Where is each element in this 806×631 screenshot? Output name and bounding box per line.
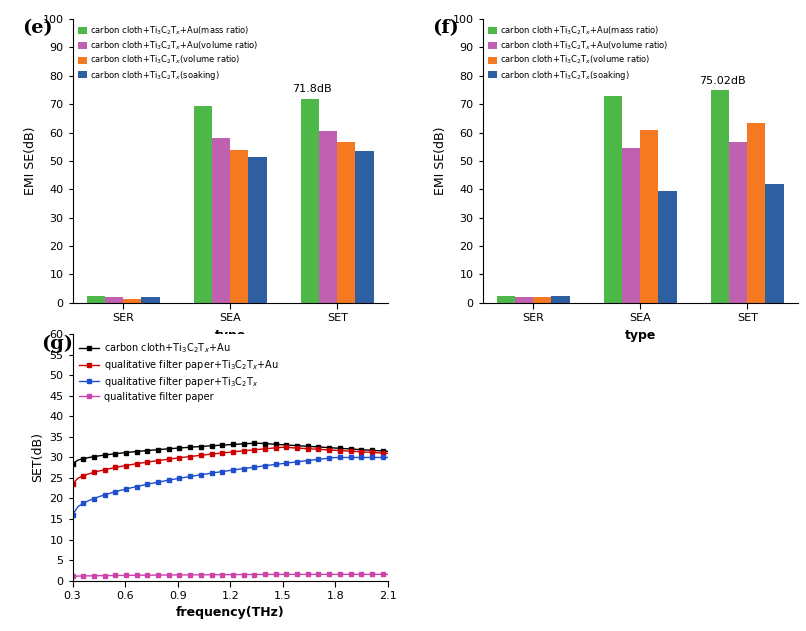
carbon cloth+Ti$_3$C$_2$T$_x$+Au xyxy=(175,444,185,452)
Text: (f): (f) xyxy=(432,19,459,37)
qualitative filter paper xyxy=(159,571,168,579)
carbon cloth+Ti$_3$C$_2$T$_x$+Au xyxy=(68,460,77,468)
Bar xyxy=(355,151,374,303)
Bar xyxy=(141,297,160,303)
carbon cloth+Ti$_3$C$_2$T$_x$+Au xyxy=(169,445,179,452)
qualitative filter paper+Ti$_3$C$_2$T$_x$+Au xyxy=(265,445,275,452)
qualitative filter paper+Ti$_3$C$_2$T$_x$+Au xyxy=(147,457,157,465)
Bar xyxy=(729,143,747,303)
qualitative filter paper+Ti$_3$C$_2$T$_x$ xyxy=(335,454,345,461)
qualitative filter paper xyxy=(281,570,291,578)
Line: qualitative filter paper: qualitative filter paper xyxy=(71,572,389,578)
Bar xyxy=(105,297,123,303)
Bar xyxy=(248,156,267,303)
qualitative filter paper xyxy=(121,572,131,579)
qualitative filter paper+Ti$_3$C$_2$T$_x$ xyxy=(383,454,393,461)
qualitative filter paper xyxy=(68,573,77,581)
qualitative filter paper xyxy=(175,571,185,579)
qualitative filter paper+Ti$_3$C$_2$T$_x$+Au xyxy=(175,454,185,462)
qualitative filter paper+Ti$_3$C$_2$T$_x$ xyxy=(68,511,77,519)
Bar xyxy=(604,96,622,303)
Bar xyxy=(337,143,355,303)
Bar xyxy=(319,131,337,303)
qualitative filter paper+Ti$_3$C$_2$T$_x$+Au xyxy=(169,455,179,463)
Y-axis label: EMI SE(dB): EMI SE(dB) xyxy=(24,127,37,195)
Bar xyxy=(534,297,551,303)
Line: qualitative filter paper+Ti$_3$C$_2$T$_x$+Au: qualitative filter paper+Ti$_3$C$_2$T$_x… xyxy=(71,445,389,486)
carbon cloth+Ti$_3$C$_2$T$_x$+Au xyxy=(159,445,168,453)
Bar xyxy=(123,298,141,303)
qualitative filter paper+Ti$_3$C$_2$T$_x$+Au xyxy=(121,462,131,469)
Line: carbon cloth+Ti$_3$C$_2$T$_x$+Au: carbon cloth+Ti$_3$C$_2$T$_x$+Au xyxy=(71,442,389,466)
X-axis label: type: type xyxy=(214,329,246,342)
Line: qualitative filter paper+Ti$_3$C$_2$T$_x$: qualitative filter paper+Ti$_3$C$_2$T$_x… xyxy=(71,456,389,517)
Text: 71.8dB: 71.8dB xyxy=(293,84,332,94)
Bar xyxy=(766,184,783,303)
carbon cloth+Ti$_3$C$_2$T$_x$+Au xyxy=(271,440,280,448)
Bar xyxy=(622,148,640,303)
Bar xyxy=(711,90,729,303)
Bar xyxy=(212,138,231,303)
Bar xyxy=(496,296,515,303)
X-axis label: frequency(THz): frequency(THz) xyxy=(176,606,285,620)
qualitative filter paper xyxy=(169,571,179,579)
qualitative filter paper+Ti$_3$C$_2$T$_x$ xyxy=(265,461,275,469)
Bar xyxy=(301,99,319,303)
qualitative filter paper+Ti$_3$C$_2$T$_x$ xyxy=(121,485,131,493)
qualitative filter paper+Ti$_3$C$_2$T$_x$+Au xyxy=(68,480,77,488)
Bar xyxy=(194,105,212,303)
Legend: carbon cloth+Ti$_3$C$_2$T$_x$+Au, qualitative filter paper+Ti$_3$C$_2$T$_x$+Au, : carbon cloth+Ti$_3$C$_2$T$_x$+Au, qualit… xyxy=(77,339,280,404)
Legend: carbon cloth+Ti$_3$C$_2$T$_x$+Au(mass ratio), carbon cloth+Ti$_3$C$_2$T$_x$+Au(v: carbon cloth+Ti$_3$C$_2$T$_x$+Au(mass ra… xyxy=(77,23,260,83)
Bar xyxy=(231,150,248,303)
Text: (g): (g) xyxy=(41,334,73,353)
Text: (e): (e) xyxy=(22,19,52,37)
Bar xyxy=(659,191,676,303)
Bar xyxy=(640,130,659,303)
Bar xyxy=(551,296,570,303)
carbon cloth+Ti$_3$C$_2$T$_x$+Au xyxy=(121,449,131,456)
carbon cloth+Ti$_3$C$_2$T$_x$+Au xyxy=(249,439,259,447)
X-axis label: type: type xyxy=(625,329,656,342)
Bar xyxy=(747,122,766,303)
qualitative filter paper+Ti$_3$C$_2$T$_x$ xyxy=(147,480,157,487)
Y-axis label: EMI SE(dB): EMI SE(dB) xyxy=(434,127,447,195)
qualitative filter paper+Ti$_3$C$_2$T$_x$ xyxy=(169,475,179,483)
Bar xyxy=(515,297,534,303)
qualitative filter paper+Ti$_3$C$_2$T$_x$+Au xyxy=(159,456,168,464)
Y-axis label: SET(dB): SET(dB) xyxy=(31,432,44,483)
Legend: carbon cloth+Ti$_3$C$_2$T$_x$+Au(mass ratio), carbon cloth+Ti$_3$C$_2$T$_x$+Au(v: carbon cloth+Ti$_3$C$_2$T$_x$+Au(mass ra… xyxy=(487,23,670,83)
Text: 75.02dB: 75.02dB xyxy=(699,76,746,86)
qualitative filter paper+Ti$_3$C$_2$T$_x$+Au xyxy=(383,449,393,457)
Bar xyxy=(87,296,105,303)
carbon cloth+Ti$_3$C$_2$T$_x$+Au xyxy=(147,446,157,454)
qualitative filter paper+Ti$_3$C$_2$T$_x$+Au xyxy=(276,444,286,451)
qualitative filter paper xyxy=(265,570,275,578)
carbon cloth+Ti$_3$C$_2$T$_x$+Au xyxy=(383,447,393,455)
qualitative filter paper+Ti$_3$C$_2$T$_x$ xyxy=(175,475,185,482)
qualitative filter paper+Ti$_3$C$_2$T$_x$ xyxy=(159,477,168,485)
qualitative filter paper xyxy=(383,570,393,578)
qualitative filter paper xyxy=(147,571,157,579)
